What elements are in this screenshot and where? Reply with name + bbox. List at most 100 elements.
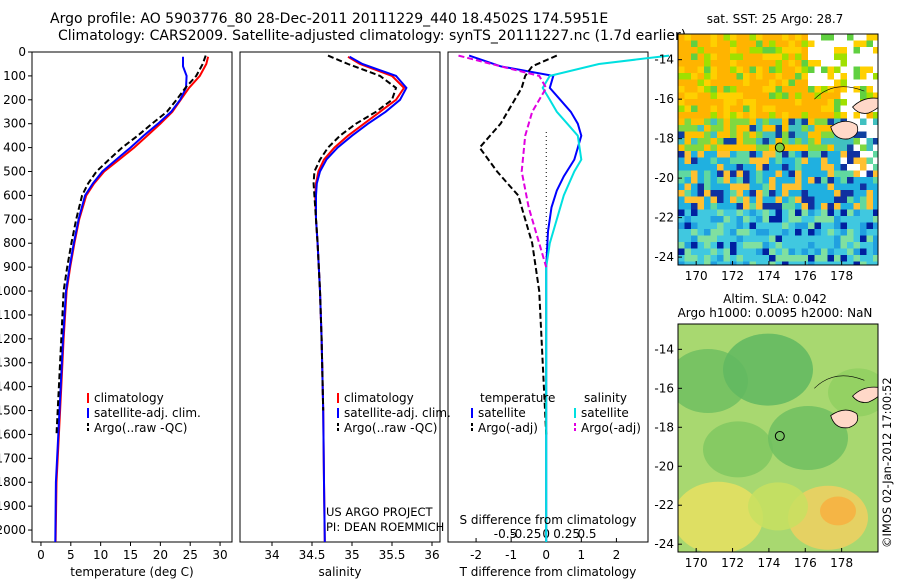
sst-pixel [730,222,737,230]
sst-pixel [840,144,848,152]
sst-pixel [723,47,731,54]
sst-pixel [827,183,835,191]
sst-pixel [769,40,776,48]
x-tick-label: 10 [93,548,108,562]
sst-pixel [808,105,815,113]
sst-pixel [756,157,763,165]
sst-pixel [782,105,789,113]
sst-pixel [834,170,841,178]
sst-pixel [704,79,711,87]
sst-pixel [775,203,783,210]
sst-pixel [788,92,796,100]
sst-pixel [710,112,718,119]
sst-pixel [788,53,796,61]
sst-pixel [788,261,796,265]
sst-pixel [704,164,711,171]
sst-pixel [736,242,744,249]
sst-pixel [762,222,770,230]
sst-pixel [795,66,802,74]
sst-pixel [827,229,835,236]
sst-pixel [723,157,731,165]
sst-pixel [860,73,867,80]
sst-pixel [821,151,828,158]
sst-pixel [769,99,776,106]
sst-pixel [762,183,770,191]
sst-pixel [743,164,750,171]
sst-pixel [840,190,848,197]
sst-pixel [801,196,809,204]
sst-pixel [697,131,705,139]
sst-pixel [684,34,692,41]
sst-pixel [866,164,874,171]
sst-pixel [691,248,698,256]
sst-pixel [697,183,705,191]
sst-pixel [769,209,776,217]
sst-pixel [743,47,750,54]
sst-pixel [775,229,783,236]
salinity-scale-label: 0.5 [577,527,596,541]
sst-pixel [691,112,698,119]
depth-tick-label: 1800 [0,475,26,489]
difference-series-line [468,54,583,542]
sst-pixel [684,203,692,210]
sst-pixel [775,105,783,113]
sst-pixel [704,60,711,67]
sst-pixel [873,86,878,93]
sst-pixel [873,34,878,41]
sst-pixel [723,183,731,191]
sst-pixel [749,112,757,119]
sst-pixel [723,112,731,119]
sst-pixel [684,151,692,158]
reef-outline [814,375,865,389]
sst-pixel [684,118,692,126]
sst-pixel [840,177,848,184]
sst-pixel [678,34,685,41]
sst-pixel [684,248,692,256]
sst-pixel [866,86,874,93]
depth-tick-label: 900 [3,260,26,274]
sst-pixel [847,248,854,256]
sst-pixel [801,112,809,119]
sst-pixel [834,47,841,54]
sst-pixel [873,144,878,152]
sst-pixel [775,40,783,48]
sst-pixel [847,196,854,204]
figure-title-line1: Argo profile: AO 5903776_80 28-Dec-2011 … [50,11,609,27]
sst-pixel [678,118,685,126]
sst-pixel [697,203,705,210]
sst-pixel [827,131,835,139]
sst-pixel [723,92,731,100]
sst-pixel [762,118,770,126]
sst-pixel [704,190,711,197]
sst-pixel [860,118,867,126]
sst-pixel [801,170,809,178]
sst-pixel [866,151,874,158]
lon-tick-label: 178 [830,269,853,283]
legend-label: Argo(..raw -QC) [94,421,187,435]
sst-pixel [808,222,815,230]
lon-tick-label: 172 [721,269,744,283]
sst-pixel [730,34,737,41]
sst-pixel [873,125,878,132]
sst-pixel [795,151,802,158]
sst-pixel [808,66,815,74]
sst-pixel [853,261,861,265]
sst-pixel [775,112,783,119]
sst-pixel [691,47,698,54]
sst-pixel [762,196,770,204]
sst-pixel [756,183,763,191]
sst-pixel [723,131,731,139]
sst-pixel [788,86,796,93]
depth-tick-label: 600 [3,188,26,202]
x-axis-label-top: S difference from climatology [460,513,637,527]
sst-pixel [697,53,705,61]
sst-pixel [678,66,685,74]
depth-tick-label: 1100 [0,308,26,322]
sst-pixel [691,118,698,126]
sst-pixel [691,157,698,165]
depth-tick-label: 0 [18,45,26,59]
sst-pixel [821,40,828,48]
sst-pixel [684,235,692,243]
sst-pixel [827,261,835,265]
sst-pixel [834,203,841,210]
